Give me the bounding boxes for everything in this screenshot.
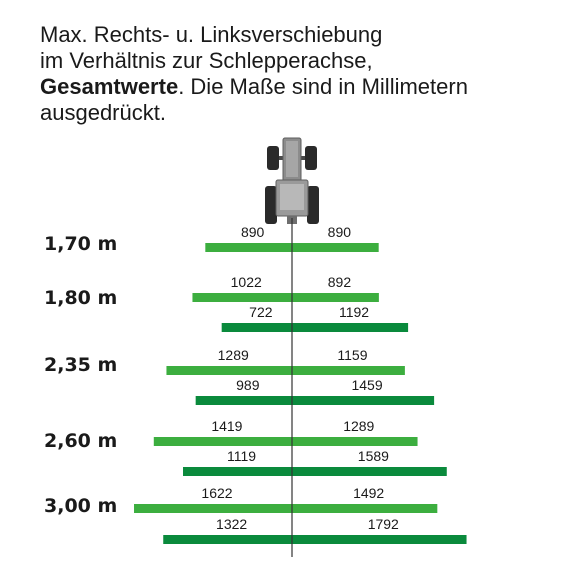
right-shift-value: 1192: [339, 304, 369, 320]
intro-bold-word: Gesamtwerte: [40, 74, 179, 99]
intro-text: Max. Rechts- u. Linksverschiebung im Ver…: [40, 22, 560, 126]
shift-bar: [166, 366, 405, 375]
left-shift-value: 722: [249, 304, 273, 320]
width-label: 2,60 m: [44, 430, 117, 452]
shift-bar: [192, 293, 379, 302]
left-shift-value: 1622: [201, 485, 232, 501]
shift-bar: [153, 437, 418, 446]
right-shift-value: 1159: [337, 347, 367, 363]
tractor-top-view-icon: [265, 137, 319, 224]
width-label: 1,70 m: [44, 233, 117, 255]
intro-line-4: ausgedrückt.: [40, 100, 166, 125]
right-shift-value: 1792: [368, 516, 399, 532]
left-shift-value: 1322: [216, 516, 247, 532]
shift-bar: [195, 396, 435, 405]
right-shift-value: 1459: [351, 377, 382, 393]
width-label: 3,00 m: [44, 495, 117, 517]
intro-line-3: . Die Maße sind in Millimetern: [178, 74, 468, 99]
shift-bar: [134, 504, 438, 513]
left-shift-value: 1119: [227, 448, 256, 464]
shift-bar: [221, 323, 409, 332]
left-shift-value: 890: [241, 224, 265, 240]
intro-line-2: im Verhältnis zur Schlepperachse,: [40, 48, 373, 73]
right-shift-value: 890: [328, 224, 352, 240]
intro-line-1: Max. Rechts- u. Linksverschiebung: [40, 22, 383, 47]
right-shift-value: 1589: [358, 448, 389, 464]
left-shift-value: 1022: [231, 274, 262, 290]
right-shift-value: 1492: [353, 485, 384, 501]
width-label: 1,80 m: [44, 287, 117, 309]
right-shift-value: 1289: [343, 418, 374, 434]
left-shift-value: 1289: [218, 347, 249, 363]
shift-bar: [163, 535, 467, 544]
width-label: 2,35 m: [44, 354, 117, 376]
shift-bar: [183, 467, 447, 476]
right-shift-value: 892: [328, 274, 352, 290]
left-shift-value: 1419: [211, 418, 242, 434]
left-shift-value: 989: [236, 377, 260, 393]
